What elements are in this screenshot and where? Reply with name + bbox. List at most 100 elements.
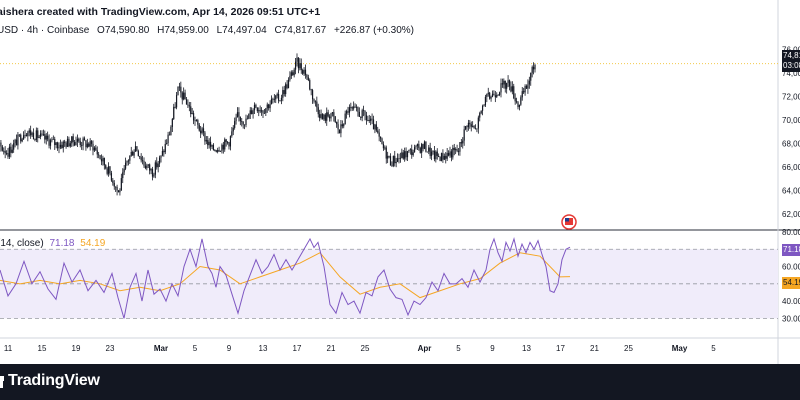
candle-body (64, 141, 66, 143)
candle-body (326, 112, 328, 121)
candle-body (229, 136, 232, 147)
rsi-params[interactable]: (14, close) (0, 238, 44, 249)
price-candles (0, 53, 536, 196)
candle-body (103, 157, 105, 166)
candle-body (225, 139, 227, 143)
candle-body (483, 105, 485, 107)
candle-body (455, 149, 457, 151)
candle-body (235, 117, 237, 122)
candle-body (297, 57, 300, 69)
candle-body (500, 83, 502, 93)
candle-body (35, 130, 37, 140)
ohlc-legend: USD · 4h · Coinbase O74,590.80 H74,959.0… (0, 25, 419, 36)
candle-body (242, 121, 244, 125)
candle-body (98, 154, 100, 156)
candle-body (153, 174, 155, 177)
candle-body (62, 141, 64, 148)
candle-body (361, 110, 363, 118)
candle-body (215, 150, 217, 152)
candle-body (299, 63, 301, 69)
candle-body (368, 119, 370, 121)
candle-body (381, 138, 383, 144)
candle-body (467, 122, 470, 128)
candle-body (56, 142, 59, 149)
candle-body (367, 119, 369, 121)
candle-body (262, 110, 264, 114)
candle-body (292, 72, 294, 76)
candle-body (344, 113, 346, 125)
candle-body (217, 150, 219, 152)
candle-body (3, 150, 5, 152)
candle-body (527, 84, 529, 89)
candle-body (469, 122, 471, 125)
candle-body (348, 107, 351, 113)
footer-bar: TradingView (0, 364, 800, 400)
candle-body (490, 96, 492, 99)
candle-body (201, 128, 203, 134)
candle-body (185, 99, 188, 105)
candle-body (484, 96, 487, 106)
candle-body (319, 114, 321, 118)
candle-body (309, 80, 311, 90)
candle-body (214, 150, 216, 151)
candle-body (127, 160, 130, 162)
candle-body (398, 158, 400, 160)
candle-body (433, 150, 436, 160)
candle-body (336, 121, 338, 125)
candle-body (280, 97, 283, 101)
chart-canvas[interactable]: 76,00074,00072,00070,00068,00066,00064,0… (0, 0, 800, 364)
rsi-tick-label: 40.00 (782, 297, 800, 306)
candle-body (418, 144, 420, 148)
candle-body (48, 139, 50, 146)
candle-body (304, 69, 307, 75)
candle-body (258, 110, 260, 112)
candle-body (110, 173, 113, 181)
candle-body (507, 80, 509, 83)
candle-body (503, 80, 505, 85)
candle-body (408, 150, 410, 152)
candle-body (174, 106, 176, 108)
chart-created-by: aishera created with TradingView.com, Ap… (0, 6, 321, 18)
candle-body (239, 116, 241, 122)
candle-body (231, 131, 233, 137)
candle-body (5, 153, 8, 154)
candle-body (24, 134, 26, 136)
candle-body (129, 155, 131, 161)
candle-body (293, 69, 295, 76)
candle-body (66, 138, 69, 147)
candle-body (89, 141, 91, 147)
candle-body (394, 155, 396, 164)
candle-body (207, 140, 209, 146)
price-tick-label: 74,000 (782, 69, 800, 78)
candle-body (96, 150, 98, 155)
candle-body (528, 80, 530, 85)
candle-body (17, 134, 19, 146)
chart-area[interactable]: 76,00074,00072,00070,00068,00066,00064,0… (0, 0, 800, 364)
candle-body (421, 144, 423, 153)
candle-body (446, 153, 448, 159)
candle-body (102, 157, 104, 162)
candle-body (100, 159, 103, 162)
candle-body (249, 110, 251, 114)
time-tick-label: 15 (38, 344, 47, 353)
candle-body (10, 146, 12, 153)
candle-body (38, 136, 40, 138)
candle-body (86, 143, 88, 148)
candle-body (136, 146, 138, 152)
symbol-label[interactable]: USD · 4h · Coinbase (0, 25, 90, 36)
candle-body (429, 147, 431, 156)
candle-body (387, 155, 389, 159)
candle-body (409, 149, 411, 151)
candle-body (222, 144, 224, 150)
candle-body (0, 142, 2, 147)
candle-body (439, 156, 441, 162)
tradingview-brand[interactable]: TradingView (8, 372, 100, 389)
candle-body (183, 92, 185, 100)
candle-body (140, 157, 142, 161)
rsi-ma-value: 54.19 (80, 238, 106, 249)
candle-body (241, 121, 243, 123)
candle-body (323, 114, 325, 120)
candle-body (251, 110, 253, 115)
candle-body (327, 112, 329, 117)
candle-body (124, 162, 127, 169)
